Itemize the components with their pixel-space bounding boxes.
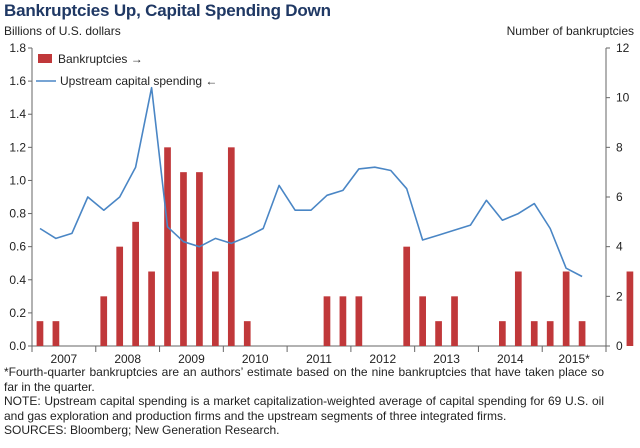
bankruptcy-bar xyxy=(578,321,586,346)
right-tick-label: 2 xyxy=(616,289,623,303)
bankruptcy-bar xyxy=(243,321,251,346)
left-tick-label: 1.0 xyxy=(9,173,26,187)
bankruptcy-bar xyxy=(148,271,155,346)
bankruptcy-bar xyxy=(323,296,331,346)
bankruptcy-bar xyxy=(339,296,347,346)
bankruptcy-bar xyxy=(546,321,554,346)
bankruptcy-bar xyxy=(132,221,139,346)
left-tick-label: 1.6 xyxy=(9,74,26,88)
x-tick-label: 2009 xyxy=(178,352,205,366)
bankruptcy-bar xyxy=(514,271,522,346)
right-tick-label: 0 xyxy=(616,339,623,353)
bankruptcy-bar xyxy=(562,271,570,346)
left-tick-label: 0.4 xyxy=(9,273,26,287)
bankruptcy-bar xyxy=(36,321,44,346)
capital-spending-line xyxy=(39,86,583,278)
x-tick-label: 2010 xyxy=(242,352,269,366)
footnote-sources: SOURCES: Bloomberg; New Generation Resea… xyxy=(4,423,280,437)
bankruptcy-bar xyxy=(227,147,235,346)
x-tick-label: 2015* xyxy=(558,352,590,366)
legend-bankruptcies-label: Bankruptcies → xyxy=(58,52,143,66)
x-tick-label: 2014 xyxy=(497,352,524,366)
left-tick-label: 0.6 xyxy=(9,240,26,254)
right-tick-label: 6 xyxy=(616,190,623,204)
footnotes: *Fourth-quarter bankruptcies are an auth… xyxy=(4,365,604,438)
bankruptcy-bar xyxy=(626,271,634,346)
footnote-note: NOTE: Upstream capital spending is a mar… xyxy=(4,394,604,423)
bankruptcy-bar xyxy=(355,296,363,346)
bankruptcy-bar xyxy=(164,147,171,346)
x-tick-label: 2008 xyxy=(114,352,141,366)
left-tick-label: 0.0 xyxy=(9,339,26,353)
bankruptcy-bar xyxy=(52,321,60,346)
bankruptcy-bar xyxy=(196,172,203,346)
bankruptcy-bar xyxy=(435,321,442,346)
chart-title: Bankruptcies Up, Capital Spending Down xyxy=(4,1,331,20)
bankruptcy-bar xyxy=(180,172,187,346)
footnote-estimate: *Fourth-quarter bankruptcies are an auth… xyxy=(4,365,604,394)
x-tick-label: 2007 xyxy=(51,352,78,366)
left-tick-label: 0.8 xyxy=(9,207,26,221)
right-tick-label: 8 xyxy=(616,140,623,154)
bankruptcy-bar xyxy=(530,321,538,346)
right-tick-label: 12 xyxy=(616,41,630,55)
left-axis-label: Billions of U.S. dollars xyxy=(4,24,121,38)
left-tick-label: 1.8 xyxy=(9,41,26,55)
x-tick-label: 2013 xyxy=(433,352,460,366)
bankruptcy-bar xyxy=(451,296,458,346)
bankruptcy-bar xyxy=(212,271,219,346)
left-tick-label: 1.2 xyxy=(9,140,26,154)
left-tick-label: 0.2 xyxy=(9,306,26,320)
x-tick-label: 2011 xyxy=(306,352,332,366)
right-tick-label: 10 xyxy=(616,91,630,105)
bankruptcy-bar xyxy=(403,246,411,346)
bankruptcy-bar xyxy=(419,296,426,346)
right-axis-label: Number of bankruptcies xyxy=(506,24,634,38)
left-tick-label: 1.4 xyxy=(9,107,26,121)
legend-spending-label: Upstream capital spending ← xyxy=(60,74,217,88)
bankruptcy-bar xyxy=(499,321,506,346)
legend-bar-swatch xyxy=(38,54,52,63)
x-tick-label: 2012 xyxy=(369,352,396,366)
right-tick-label: 4 xyxy=(616,240,623,254)
bankruptcy-bar xyxy=(116,246,124,346)
bankruptcy-bar xyxy=(100,296,108,346)
